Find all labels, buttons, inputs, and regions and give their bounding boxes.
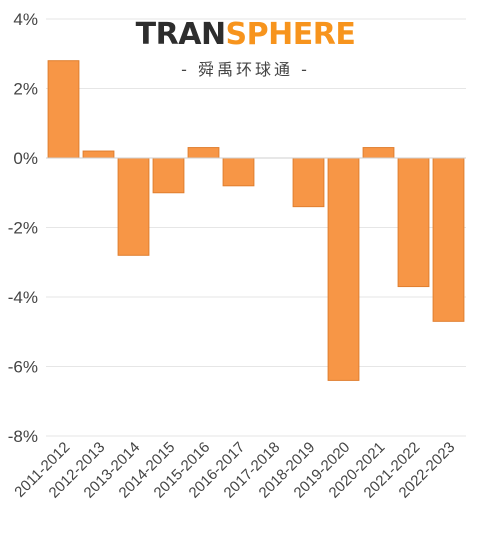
y-tick-label: 4% <box>13 10 38 29</box>
x-axis-tick-labels: 2011-20122012-20132013-20142014-20152015… <box>11 439 458 502</box>
bar-2022-2023 <box>432 157 465 322</box>
bar-2018-2019 <box>292 157 325 208</box>
grid-lines <box>46 18 466 437</box>
bars <box>47 60 465 381</box>
bar-2014-2015 <box>152 157 185 194</box>
y-tick-label: -4% <box>8 288 38 307</box>
bar-2016-2017 <box>222 157 255 187</box>
y-axis-tick-labels: 4% 2% 0% -2% -4% -6% -8% <box>8 10 38 446</box>
y-tick-label: -6% <box>8 358 38 377</box>
bar-2020-2021 <box>362 147 395 159</box>
bar-2011-2012 <box>47 60 80 159</box>
y-tick-label: 2% <box>13 80 38 99</box>
y-tick-label: 0% <box>13 149 38 168</box>
y-tick-label: -8% <box>8 427 38 446</box>
bar-2012-2013 <box>82 150 115 159</box>
bar-2013-2014 <box>117 157 150 256</box>
bar-2021-2022 <box>397 157 430 288</box>
bar-2019-2020 <box>327 157 360 381</box>
y-tick-label: -2% <box>8 219 38 238</box>
bar-2015-2016 <box>187 147 220 159</box>
